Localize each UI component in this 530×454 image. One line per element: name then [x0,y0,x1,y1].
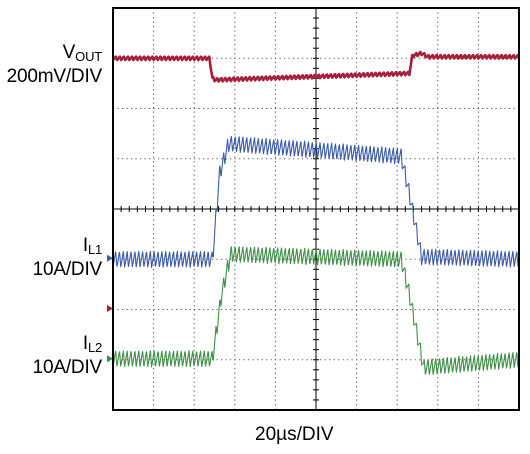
grid [112,7,520,411]
trace-il2 [112,246,520,375]
il1-label: IL1 10A/DIV [0,235,103,280]
traces [111,50,521,375]
level-markers [107,254,113,363]
vout-name: VOUT [62,42,103,65]
vout-scale: 200mV/DIV [6,66,103,87]
vout-label: VOUT 200mV/DIV [0,42,103,87]
marker-il1 [107,254,113,262]
il2-label: IL2 10A/DIV [0,333,103,378]
il2-scale: 10A/DIV [32,357,103,378]
il1-scale: 10A/DIV [32,259,103,280]
plot-frame [112,7,520,411]
trace-il1 [112,135,520,268]
marker-reference [107,304,113,312]
marker-il2 [107,355,113,363]
il2-name: IL2 [82,333,102,356]
il1-name: IL1 [82,235,102,258]
x-axis-label: 20µs/DIV [255,424,334,445]
trace-vout [111,50,521,83]
